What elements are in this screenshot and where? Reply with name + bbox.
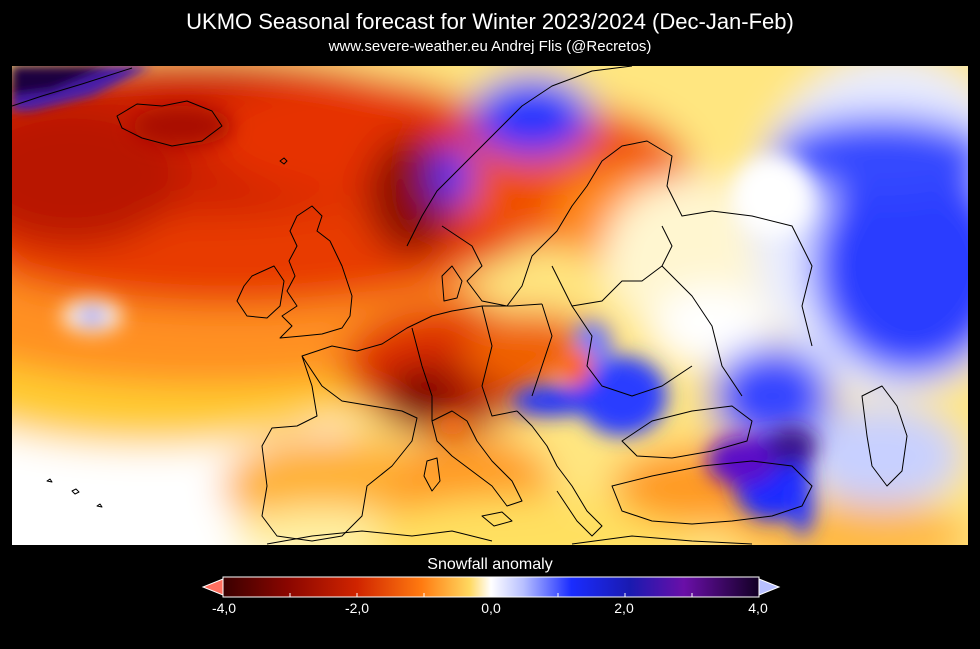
map-title: UKMO Seasonal forecast for Winter 2023/2… — [186, 9, 794, 34]
colorbar-tick-label: -4,0 — [211, 600, 237, 616]
coastlines — [12, 66, 908, 545]
snowfall-anomaly-map — [12, 66, 968, 545]
legend-title: Snowfall anomaly — [427, 556, 553, 573]
map-canvas — [12, 66, 968, 545]
colorbar-tick-label: -2,0 — [344, 600, 370, 616]
greenland-anomaly — [12, 66, 152, 111]
map-subtitle: www.severe-weather.eu Andrej Flis (@Recr… — [328, 38, 652, 55]
colorbar-tick-label: 4,0 — [748, 600, 768, 616]
colorbar-min-arrow — [201, 578, 224, 596]
colorbar-max-arrow — [758, 578, 781, 596]
colorbar-tick-label: 0,0 — [481, 600, 501, 616]
colorbar — [201, 576, 781, 598]
colorbar-tick-label: 2,0 — [614, 600, 634, 616]
